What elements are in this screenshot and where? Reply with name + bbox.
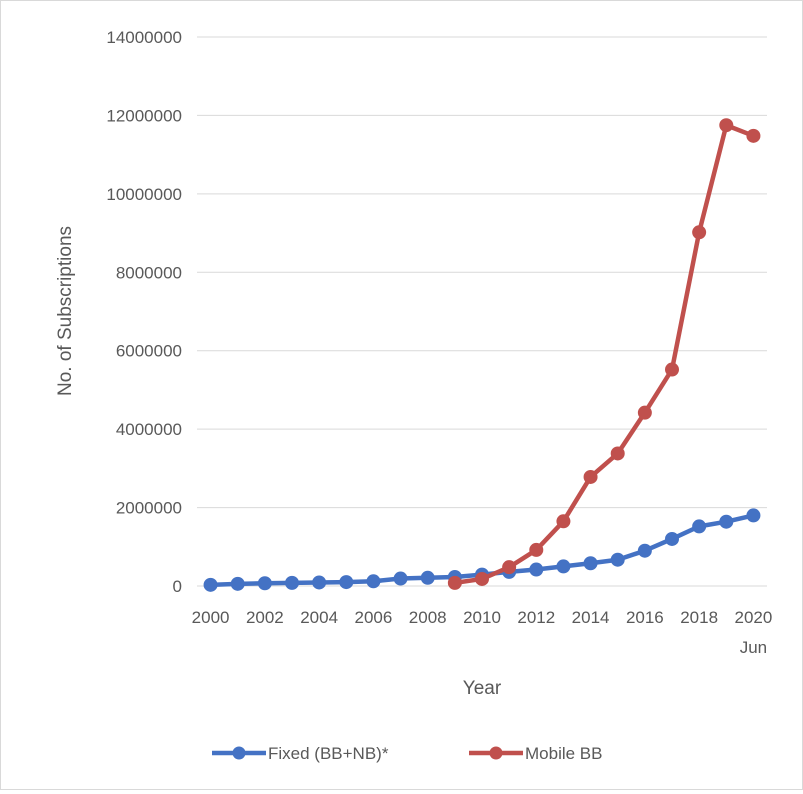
data-point: [366, 574, 381, 589]
data-point: [475, 571, 489, 586]
x-tick-label: 2000: [192, 608, 230, 627]
legend-item: Mobile BB: [469, 744, 602, 763]
x-tick-label: 2008: [409, 608, 447, 627]
data-point: [583, 556, 598, 571]
x-axis-ticks: 2000 2002 2004 2006 2008 2010 2012 2014 2016 2018…: [192, 608, 773, 657]
data-point: [556, 514, 571, 529]
x-tick-label-extra: Jun: [740, 638, 767, 657]
data-point: [665, 531, 679, 546]
y-tick-label: 12000000: [106, 106, 182, 125]
data-point: [285, 575, 299, 590]
legend-swatch-marker: [489, 746, 503, 760]
series-mobile: [447, 118, 761, 590]
data-point: [637, 543, 652, 558]
y-tick-label: 6000000: [116, 342, 182, 361]
y-tick-label: 10000000: [106, 185, 182, 204]
data-point: [529, 562, 544, 577]
x-tick-label: 2012: [517, 608, 555, 627]
data-point: [746, 128, 761, 143]
legend-item: Fixed (BB+NB)*: [212, 744, 389, 763]
x-tick-label: 2004: [300, 608, 338, 627]
y-axis-ticks: 0 2000000 4000000 6000000 8000000 10000000 120…: [106, 28, 182, 596]
x-tick-label: 2014: [572, 608, 610, 627]
data-point: [746, 508, 761, 523]
data-point: [447, 575, 462, 590]
data-point: [637, 405, 652, 420]
data-point: [529, 542, 544, 557]
x-tick-label: 2018: [680, 608, 718, 627]
gridlines: [197, 36, 767, 587]
x-axis-title: Year: [463, 678, 502, 699]
x-tick-label: 2002: [246, 608, 284, 627]
y-axis-title: No. of Subscriptions: [55, 226, 76, 396]
data-point: [719, 514, 734, 529]
y-tick-label: 0: [173, 577, 182, 596]
y-tick-label: 14000000: [106, 28, 182, 47]
legend: Fixed (BB+NB)* Mobile BB: [212, 744, 602, 763]
data-point: [692, 225, 707, 240]
data-point: [420, 570, 435, 585]
x-tick-label: 2006: [355, 608, 393, 627]
data-point: [556, 559, 571, 574]
data-point: [502, 560, 517, 575]
data-point: [583, 469, 598, 484]
legend-swatch-marker: [232, 746, 246, 760]
data-point: [692, 519, 707, 534]
legend-label: Mobile BB: [525, 744, 602, 763]
y-tick-label: 4000000: [116, 420, 182, 439]
data-point: [339, 575, 354, 590]
data-point: [393, 571, 408, 586]
data-point: [230, 576, 245, 591]
x-tick-label: 2010: [463, 608, 501, 627]
data-point: [719, 118, 734, 133]
series-layer: [203, 118, 761, 592]
x-tick-label: 2016: [626, 608, 664, 627]
y-tick-label: 8000000: [116, 263, 182, 282]
data-point: [257, 576, 272, 591]
legend-label: Fixed (BB+NB)*: [268, 744, 389, 763]
x-tick-label: 2020: [735, 608, 773, 627]
y-tick-label: 2000000: [116, 499, 182, 518]
data-point: [665, 362, 679, 377]
data-point: [610, 552, 625, 567]
data-point: [312, 575, 327, 590]
data-point: [203, 577, 218, 592]
data-point: [610, 446, 625, 461]
